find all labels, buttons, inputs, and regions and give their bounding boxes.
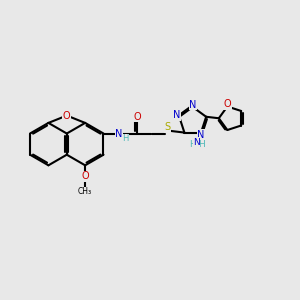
Text: N: N bbox=[173, 110, 181, 120]
Text: S: S bbox=[165, 122, 171, 132]
Text: N: N bbox=[115, 128, 122, 139]
Text: N: N bbox=[189, 100, 196, 110]
Text: N: N bbox=[193, 137, 200, 146]
Text: H: H bbox=[198, 140, 204, 149]
Text: O: O bbox=[224, 99, 231, 109]
Text: H: H bbox=[122, 134, 128, 143]
Text: H: H bbox=[189, 140, 196, 149]
Text: O: O bbox=[81, 172, 89, 182]
Text: O: O bbox=[63, 110, 70, 121]
Text: CH₃: CH₃ bbox=[78, 187, 92, 196]
Text: N: N bbox=[197, 130, 205, 140]
Text: O: O bbox=[133, 112, 141, 122]
